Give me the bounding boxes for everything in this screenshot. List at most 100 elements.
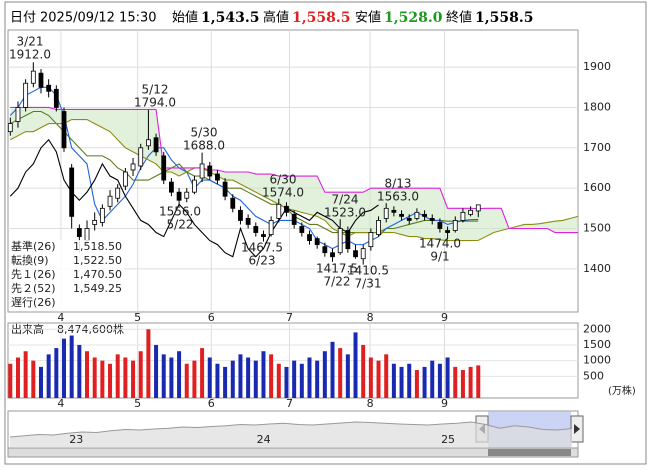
candle-body xyxy=(268,220,274,235)
candle-body xyxy=(253,226,259,233)
candle-body xyxy=(7,123,13,133)
candle-body xyxy=(153,137,159,153)
volume-bar xyxy=(215,363,220,398)
x-tick-label: 7 xyxy=(286,397,293,410)
candle-body xyxy=(468,209,473,215)
volume-bar xyxy=(115,354,120,398)
volume-bar xyxy=(468,366,473,398)
candle-body xyxy=(184,191,190,199)
y-tick-label: 1400 xyxy=(583,262,611,275)
annotation-date: 3/21 xyxy=(17,35,44,49)
volume-bar xyxy=(138,351,143,398)
low: 1,528.0 xyxy=(384,10,443,26)
indicator-line xyxy=(10,106,578,234)
indicator-line xyxy=(10,110,479,234)
volume-bar xyxy=(200,348,205,398)
annotation-date: 9/1 xyxy=(430,250,449,264)
volume-bar xyxy=(330,341,335,398)
annotation-value: 1912.0 xyxy=(9,48,51,62)
volume-bar xyxy=(384,354,389,398)
volume-bar xyxy=(407,363,412,398)
y-tick-label: 1700 xyxy=(583,141,611,154)
candle-body xyxy=(307,234,312,241)
volume-bar xyxy=(154,344,159,398)
volume-bar xyxy=(376,360,381,398)
candle-body xyxy=(84,228,90,241)
candle-body xyxy=(245,218,251,225)
legend-name: 転換(9) xyxy=(11,254,49,267)
volume-bar xyxy=(207,357,212,398)
annotation-date: 7/24 xyxy=(332,193,359,207)
legend-value: 1,549.25 xyxy=(73,282,122,295)
y-tick-label: 2000 xyxy=(583,322,611,335)
volume-bar xyxy=(437,363,442,398)
scroll-thumb[interactable] xyxy=(488,449,571,456)
candle-body xyxy=(460,211,466,221)
x-tick-label: 4 xyxy=(57,397,64,410)
frame xyxy=(4,1,647,465)
candle-body xyxy=(383,207,389,219)
candle-body xyxy=(360,248,366,260)
candle-body xyxy=(337,228,343,254)
volume-bar xyxy=(368,357,373,398)
volume-bar xyxy=(131,360,136,398)
volume-bar xyxy=(85,351,90,398)
main-panel xyxy=(7,29,579,313)
volume-bar xyxy=(62,338,67,398)
legend-name: 基準(26) xyxy=(11,239,56,253)
volume-bar xyxy=(338,348,343,398)
volume-bar xyxy=(15,357,20,398)
legend-value: 1,518.50 xyxy=(73,240,122,253)
date-label: 日付 xyxy=(10,11,36,26)
volume-bar xyxy=(223,366,228,398)
annotation-value: 1794.0 xyxy=(134,96,176,110)
candle-body xyxy=(299,226,305,233)
x-tick-label: 9 xyxy=(441,311,448,324)
volume-bar xyxy=(54,348,59,398)
annotation-date: 7/31 xyxy=(355,277,382,291)
candle-body xyxy=(238,209,243,221)
candle-body xyxy=(30,70,36,84)
close: 1,558.5 xyxy=(475,10,533,26)
navigator-line xyxy=(9,421,573,438)
candle-body xyxy=(107,195,113,207)
annotation-date: 5/22 xyxy=(167,218,194,232)
navigator-year: 24 xyxy=(257,433,271,446)
candle-body xyxy=(414,211,420,219)
candle-body xyxy=(76,228,82,237)
volume-bar xyxy=(315,360,320,398)
y-tick-label: 1500 xyxy=(583,221,611,234)
volume-bar xyxy=(284,366,289,398)
annotation-value: 1410.5 xyxy=(347,264,389,278)
volume-bar xyxy=(476,365,481,398)
volume-bar xyxy=(92,357,97,398)
volume-bar xyxy=(161,354,166,398)
annotation-date: 5/12 xyxy=(142,83,169,97)
volume-bar xyxy=(169,357,174,398)
candle-body xyxy=(122,171,128,187)
x-tick-label: 6 xyxy=(208,311,215,324)
y-tick-label: 1900 xyxy=(583,60,611,73)
legend-name: 遅行(26) xyxy=(11,296,56,309)
annotation-date: 7/22 xyxy=(324,275,351,289)
volume-bar xyxy=(414,370,419,398)
candle-body xyxy=(145,139,151,147)
volume-bar xyxy=(77,344,82,398)
annotation-date: 5/30 xyxy=(191,126,218,140)
date: 2025/09/12 15:30 xyxy=(40,11,157,26)
cloud-fill xyxy=(10,107,579,241)
handle-arrow xyxy=(574,424,580,434)
volume-bar xyxy=(46,354,51,398)
scrollbar[interactable] xyxy=(7,447,579,458)
volume-bar xyxy=(445,357,450,398)
volume-bar xyxy=(430,360,435,398)
candle-body xyxy=(222,181,228,197)
high: 1,558.5 xyxy=(292,10,350,26)
volume-bar xyxy=(322,351,327,398)
candle-body xyxy=(452,220,458,231)
candle-body xyxy=(399,213,404,217)
volume-bar xyxy=(192,360,197,398)
low-label: 安値 xyxy=(355,10,381,26)
annotation-value: 1417.5 xyxy=(316,262,358,276)
volume-bar xyxy=(69,335,74,398)
